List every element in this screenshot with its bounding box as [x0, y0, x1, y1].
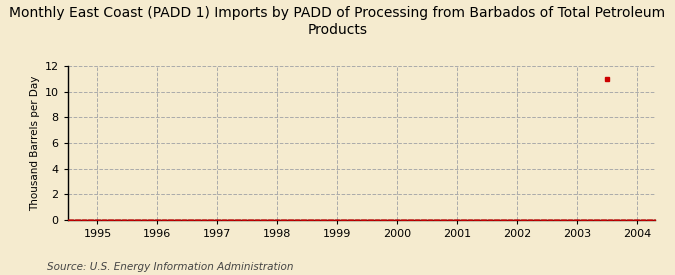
Y-axis label: Thousand Barrels per Day: Thousand Barrels per Day: [30, 75, 40, 211]
Text: Monthly East Coast (PADD 1) Imports by PADD of Processing from Barbados of Total: Monthly East Coast (PADD 1) Imports by P…: [9, 6, 666, 37]
Text: Source: U.S. Energy Information Administration: Source: U.S. Energy Information Administ…: [47, 262, 294, 272]
